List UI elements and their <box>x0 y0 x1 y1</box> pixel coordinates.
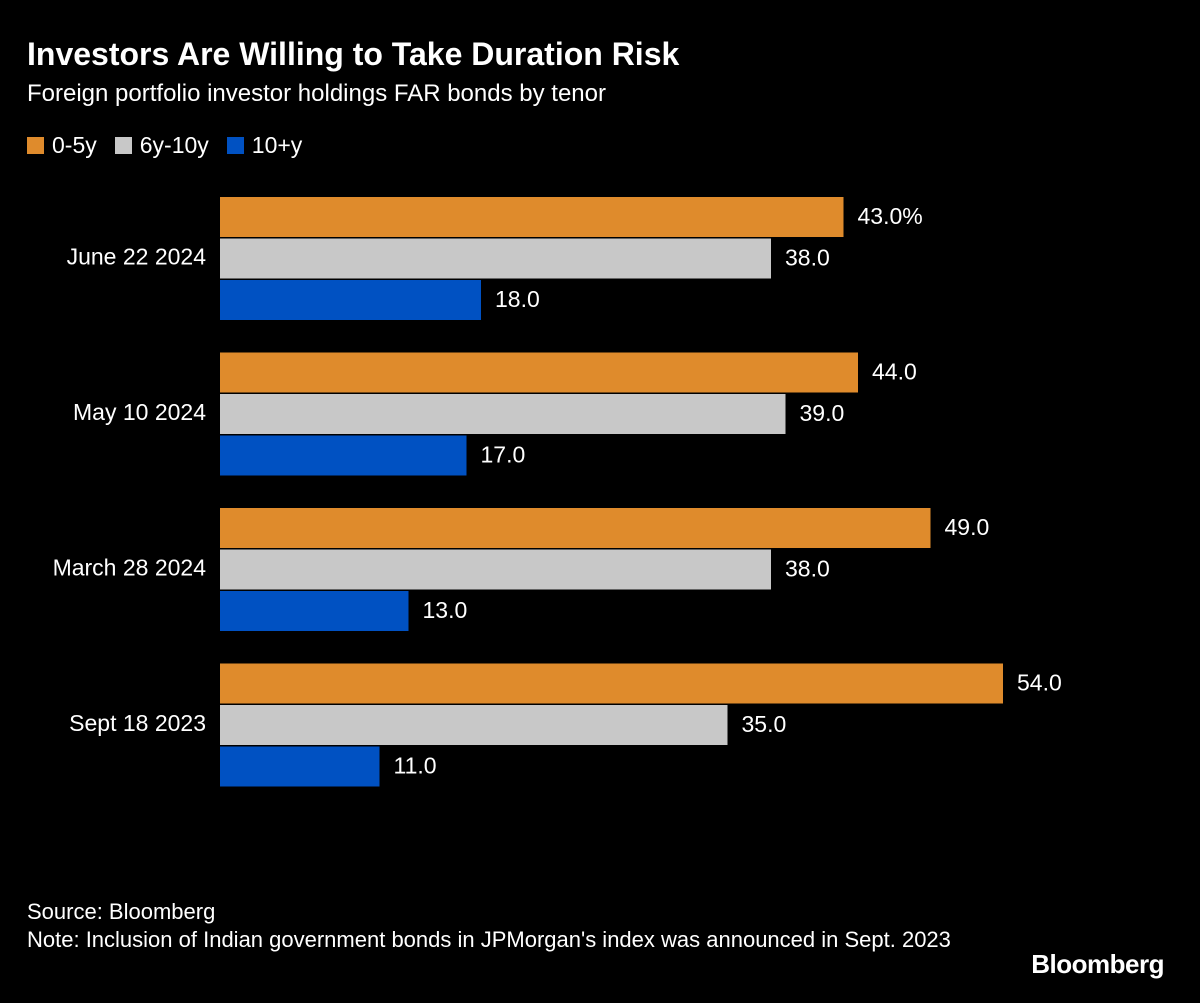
legend-swatch <box>27 137 44 154</box>
bar <box>220 591 409 631</box>
note: Note: Inclusion of Indian government bon… <box>27 927 951 952</box>
bar <box>220 705 728 745</box>
value-label: 44.0 <box>872 359 917 385</box>
y-tick-label: May 10 2024 <box>73 399 206 425</box>
value-label: 13.0 <box>423 597 468 623</box>
legend: 0-5y 6y-10y 10+y <box>27 132 302 159</box>
bar <box>220 435 467 476</box>
value-label: 11.0 <box>394 753 437 779</box>
y-tick-label: Sept 18 2023 <box>69 710 206 736</box>
bar <box>220 549 771 590</box>
bar <box>220 280 481 320</box>
bar <box>220 663 1003 704</box>
y-tick-label: March 28 2024 <box>53 555 207 581</box>
bar <box>220 352 858 393</box>
value-label: 35.0 <box>742 711 787 737</box>
legend-label: 0-5y <box>52 132 97 158</box>
bar <box>220 394 786 434</box>
bar <box>220 746 380 787</box>
brand-logo: Bloomberg <box>1031 949 1164 979</box>
legend-item: 0-5y <box>27 132 97 159</box>
value-label: 18.0 <box>495 286 540 312</box>
bar <box>220 197 844 237</box>
chart-subtitle: Foreign portfolio investor holdings FAR … <box>27 80 606 107</box>
value-label: 43.0% <box>858 203 923 229</box>
chart-title: Investors Are Willing to Take Duration R… <box>27 36 680 72</box>
legend-swatch <box>226 137 244 154</box>
y-tick-label: June 22 2024 <box>67 244 207 270</box>
value-label: 49.0 <box>945 514 990 540</box>
legend-label: 6y-10y <box>139 132 209 158</box>
bar <box>220 238 771 279</box>
value-label: 54.0 <box>1017 670 1062 696</box>
value-label: 39.0 <box>800 400 845 426</box>
legend-item: 10+y <box>226 132 303 159</box>
source: Source: Bloomberg <box>27 899 216 924</box>
value-label: 38.0 <box>785 245 830 271</box>
legend-label: 10+y <box>251 132 303 158</box>
value-label: 17.0 <box>481 442 526 468</box>
legend-swatch <box>114 137 132 154</box>
value-label: 38.0 <box>785 556 830 582</box>
bar <box>220 508 931 548</box>
legend-item: 6y-10y <box>114 132 209 159</box>
